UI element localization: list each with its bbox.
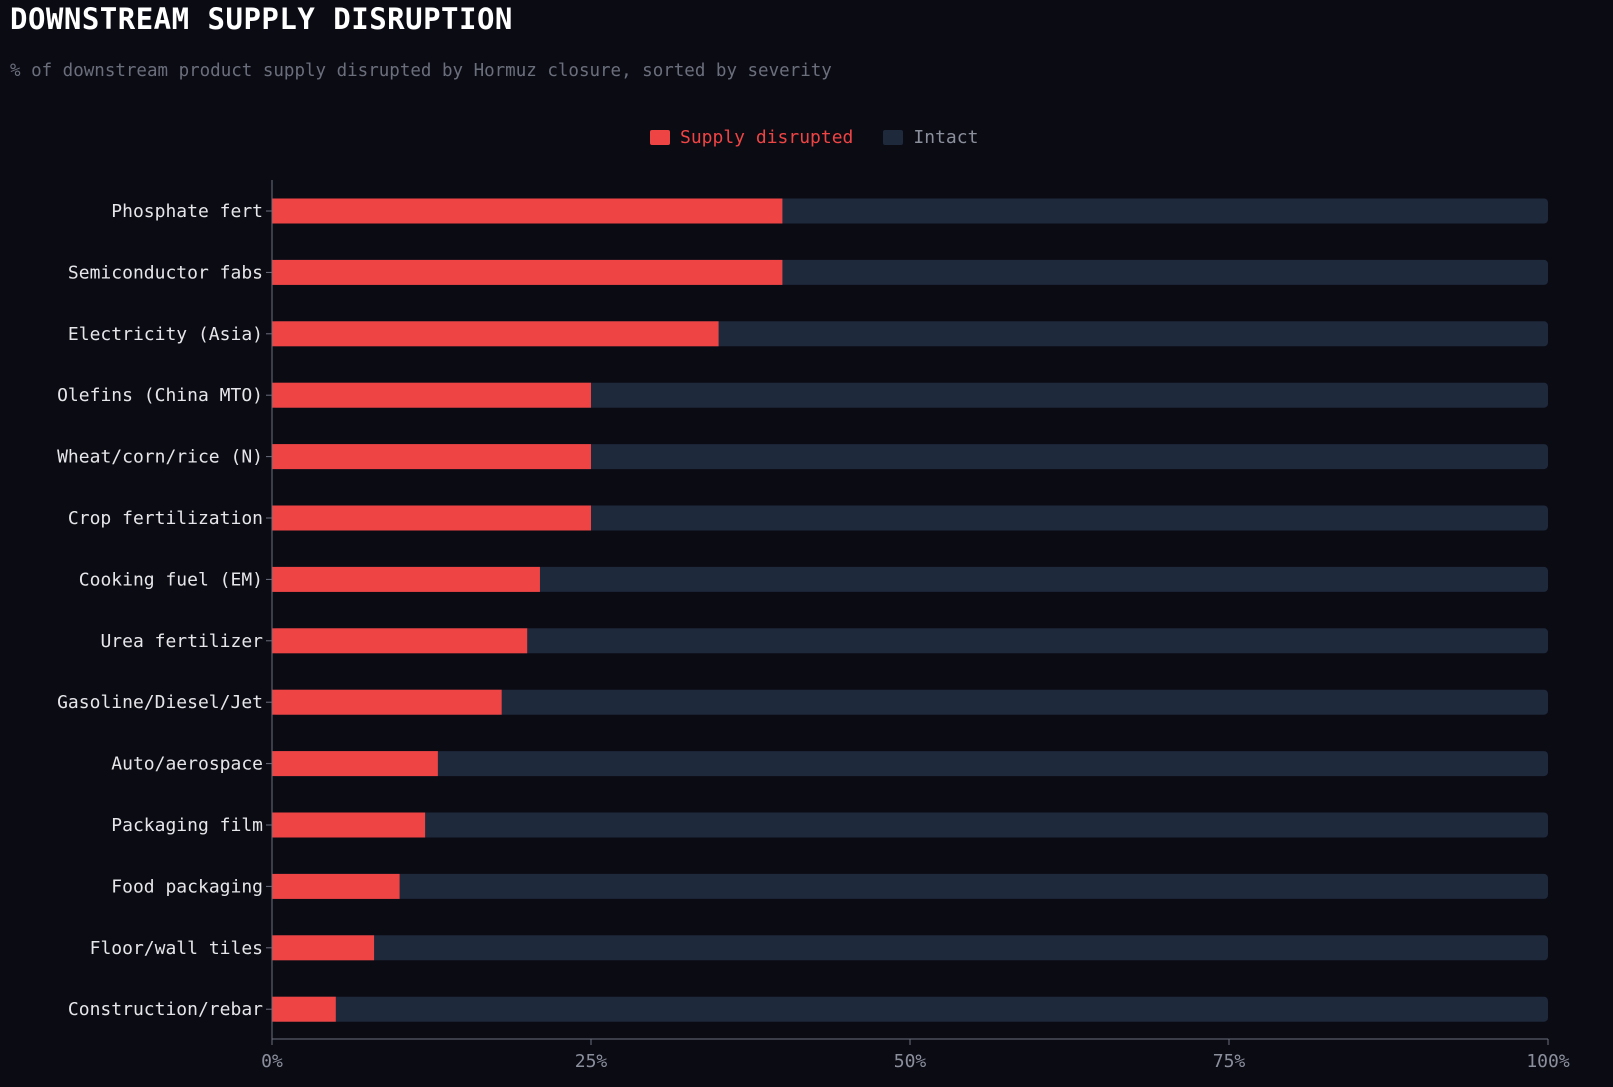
chart-title: DOWNSTREAM SUPPLY DISRUPTION: [10, 2, 513, 36]
category-label-electricity-asia: Electricity (Asia): [68, 324, 263, 345]
bar-intact-packaging-film[interactable]: [272, 812, 1548, 838]
category-label-semiconductor-fabs: Semiconductor fabs: [68, 262, 263, 283]
category-label-cooking-fuel-em: Cooking fuel (EM): [79, 569, 263, 590]
x-tick-label-50: 50%: [894, 1051, 927, 1072]
legend-label-supply-disrupted: Supply disrupted: [680, 127, 854, 148]
legend-swatch-intact: [883, 130, 904, 145]
bar-intact-food-packaging[interactable]: [272, 873, 1548, 899]
bar-disrupted-electricity-asia[interactable]: [272, 321, 719, 347]
bar-disrupted-cooking-fuel-em[interactable]: [272, 566, 540, 592]
category-label-packaging-film: Packaging film: [111, 815, 263, 836]
x-tick-label-25: 25%: [575, 1051, 608, 1072]
bar-disrupted-wheat-corn-rice-n[interactable]: [272, 444, 591, 470]
legend: Supply disrupted Intact: [650, 127, 1008, 148]
bar-intact-auto-aerospace[interactable]: [272, 751, 1548, 777]
category-label-wheat-corn-rice-n: Wheat/corn/rice (N): [57, 447, 263, 468]
category-label-floor-wall-tiles: Floor/wall tiles: [90, 938, 263, 959]
category-label-auto-aerospace: Auto/aerospace: [111, 754, 263, 775]
bar-disrupted-floor-wall-tiles[interactable]: [272, 935, 375, 961]
category-label-phosphate-fert: Phosphate fert: [111, 201, 263, 222]
bar-intact-gasoline-diesel-jet[interactable]: [272, 689, 1548, 715]
bar-disrupted-phosphate-fert[interactable]: [272, 198, 783, 224]
legend-label-intact: Intact: [913, 127, 979, 148]
category-label-crop-fertilization: Crop fertilization: [68, 508, 263, 529]
legend-swatch-supply-disrupted: [650, 130, 670, 145]
chart-subtitle: % of downstream product supply disrupted…: [10, 61, 832, 81]
x-tick-label-0: 0%: [261, 1051, 283, 1072]
legend-item-supply-disrupted[interactable]: Supply disrupted: [650, 127, 853, 148]
bar-intact-floor-wall-tiles[interactable]: [272, 935, 1548, 961]
category-label-construction-rebar: Construction/rebar: [68, 999, 263, 1020]
bar-intact-construction-rebar[interactable]: [272, 996, 1548, 1022]
bar-disrupted-crop-fertilization[interactable]: [272, 505, 591, 531]
bar-disrupted-gasoline-diesel-jet[interactable]: [272, 689, 502, 715]
bar-intact-cooking-fuel-em[interactable]: [272, 566, 1548, 592]
category-label-gasoline-diesel-jet: Gasoline/Diesel/Jet: [57, 692, 263, 713]
category-label-food-packaging: Food packaging: [111, 876, 263, 897]
bar-disrupted-semiconductor-fabs[interactable]: [272, 259, 783, 285]
bar-disrupted-auto-aerospace[interactable]: [272, 751, 438, 777]
bar-disrupted-olefins-china-mto[interactable]: [272, 382, 591, 408]
bar-disrupted-food-packaging[interactable]: [272, 873, 400, 899]
x-tick-label-75: 75%: [1213, 1051, 1246, 1072]
bar-disrupted-packaging-film[interactable]: [272, 812, 426, 838]
bar-intact-urea-fertilizer[interactable]: [272, 628, 1548, 654]
category-label-olefins-china-mto: Olefins (China MTO): [57, 385, 263, 406]
bar-disrupted-construction-rebar[interactable]: [272, 996, 336, 1022]
category-label-urea-fertilizer: Urea fertilizer: [100, 631, 263, 652]
legend-item-intact[interactable]: Intact: [883, 127, 978, 148]
x-tick-label-100: 100%: [1526, 1051, 1570, 1072]
bar-disrupted-urea-fertilizer[interactable]: [272, 628, 528, 654]
